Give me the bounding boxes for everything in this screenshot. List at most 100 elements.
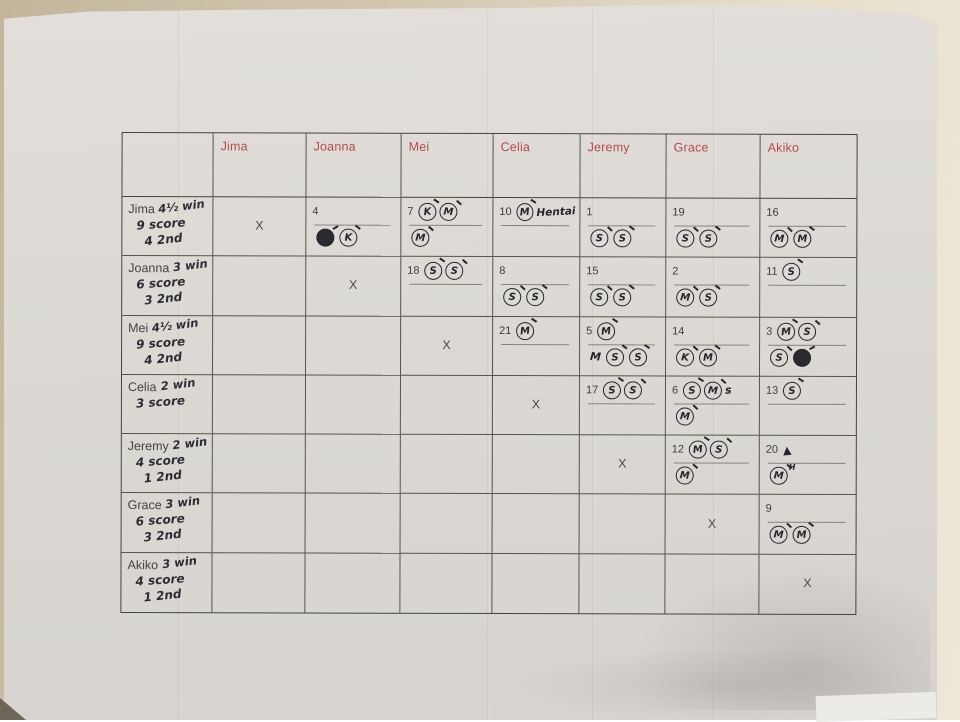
circled-letter-mark: S	[628, 347, 648, 367]
handwritten-score: 3 score	[135, 393, 186, 411]
score-cell: 11 S	[760, 257, 857, 318]
circled-letter-mark: S	[698, 288, 718, 308]
triangle-mark: ▲	[782, 443, 793, 457]
handwritten-win-count: 3 win	[161, 552, 198, 571]
cell-top-line: 21 M	[493, 317, 579, 341]
circled-letter-mark: S	[699, 229, 718, 248]
game-number: 10	[499, 206, 512, 219]
scribble-mark	[793, 348, 812, 367]
score-cell	[212, 434, 306, 494]
row-label-joanna: Joanna 3 win 6 score 3 2nd	[122, 256, 214, 316]
cell-top-line: 11 S	[760, 258, 856, 282]
circled-letter-mark: S	[589, 228, 609, 248]
score-cell: 15 S S	[580, 257, 667, 318]
game-number: 9	[765, 503, 772, 516]
game-number: 19	[672, 206, 685, 219]
circled-letter-mark: S	[502, 287, 522, 307]
game-number: 18	[407, 265, 420, 278]
row-label-mei: Mei 4½ win 9 score 4 2nd	[121, 315, 214, 376]
handwritten-win-count: 2 win	[159, 375, 196, 394]
circled-letter-mark: M	[776, 321, 796, 342]
self-match-x-mark: X	[442, 337, 451, 352]
circled-letter-mark: S	[525, 288, 545, 307]
game-number: 16	[766, 206, 779, 219]
blank-answer-line	[409, 283, 483, 286]
score-cell: 18 S S	[401, 257, 494, 317]
column-header-akiko: Akiko	[760, 134, 857, 199]
circled-letter-mark: M	[769, 229, 789, 249]
circled-letter-mark: M	[688, 439, 708, 460]
player-name-printed: Celia	[127, 379, 157, 394]
score-cell	[579, 553, 666, 614]
circled-letter-mark: M	[675, 466, 695, 486]
blank-answer-line	[501, 224, 570, 227]
column-header-jima: Jima	[213, 133, 307, 198]
circled-letter-mark: M	[698, 347, 718, 367]
cell-top-line: 16	[760, 199, 856, 223]
circled-letter-mark: S	[444, 261, 465, 281]
handwritten-note: Hentai	[536, 205, 576, 220]
circled-letter-mark: M	[410, 228, 430, 248]
column-header-jeremy: Jeremy	[580, 134, 667, 199]
circled-letter-mark: S	[709, 440, 729, 460]
circled-letter-mark: M	[768, 525, 789, 545]
score-cell: 14 K M	[665, 317, 761, 377]
blank-answer-line	[768, 284, 847, 287]
cell-bottom-marks: M	[666, 404, 759, 426]
cell-bottom-marks: M	[666, 464, 759, 486]
score-cell: X	[579, 435, 666, 495]
cell-bottom-marks: M	[401, 226, 492, 248]
column-header-joanna: Joanna	[306, 133, 402, 198]
score-cell: 10 M Hentai	[493, 198, 581, 258]
score-cell	[665, 554, 760, 614]
cell-top-line: 14	[666, 317, 759, 341]
column-header-label: Grace	[673, 140, 709, 155]
score-cell	[492, 553, 580, 614]
score-cell	[400, 375, 493, 436]
cell-top-line: 17 S S	[580, 376, 665, 400]
score-cell	[305, 553, 401, 613]
score-cell: X	[306, 256, 402, 317]
circled-letter-mark: K	[417, 202, 438, 222]
score-cell: X	[400, 316, 494, 376]
player-name-printed: Jima	[128, 202, 155, 217]
score-cell: X	[759, 554, 855, 614]
row-label-jeremy: Jeremy 2 win 4 score 1 2nd	[121, 434, 213, 494]
player-name-printed: Mei	[128, 320, 149, 335]
scribble-mark	[316, 228, 335, 247]
score-cell	[305, 434, 401, 495]
game-number: 1	[586, 206, 593, 219]
circled-letter-mark: K	[339, 228, 358, 247]
column-header-label: Jeremy	[587, 140, 630, 155]
score-cell: X	[213, 197, 307, 257]
circled-letter-mark: S	[589, 287, 609, 308]
circled-letter-mark: S	[675, 228, 695, 249]
self-match-x-mark: X	[707, 516, 717, 531]
game-number: 2	[672, 265, 679, 278]
score-cell: 16 M M	[760, 198, 857, 259]
circled-letter-mark: S	[782, 380, 802, 401]
score-cell	[579, 494, 666, 555]
column-header-label: Akiko	[767, 140, 800, 155]
score-cell	[305, 375, 401, 435]
game-number: 15	[586, 265, 599, 278]
column-header-label: Joanna	[313, 139, 356, 154]
score-cell	[400, 434, 493, 495]
circled-letter-mark: S	[781, 262, 802, 282]
game-number: 17	[585, 384, 599, 397]
game-number: 21	[499, 324, 512, 337]
cell-top-line: 20 ▲	[760, 436, 856, 460]
game-number: 7	[407, 205, 414, 218]
